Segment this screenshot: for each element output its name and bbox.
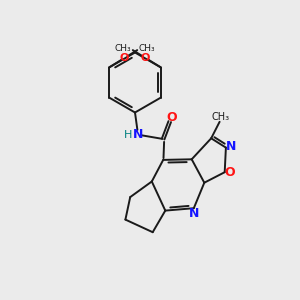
Text: N: N (189, 207, 200, 220)
Text: N: N (226, 140, 236, 153)
Text: CH₃: CH₃ (115, 44, 131, 53)
Text: H: H (124, 130, 133, 140)
Text: O: O (224, 166, 235, 179)
Text: CH₃: CH₃ (211, 112, 229, 122)
Text: O: O (166, 111, 177, 124)
Text: O: O (120, 53, 129, 63)
Text: CH₃: CH₃ (139, 44, 155, 53)
Text: N: N (133, 128, 143, 141)
Text: O: O (141, 53, 150, 63)
